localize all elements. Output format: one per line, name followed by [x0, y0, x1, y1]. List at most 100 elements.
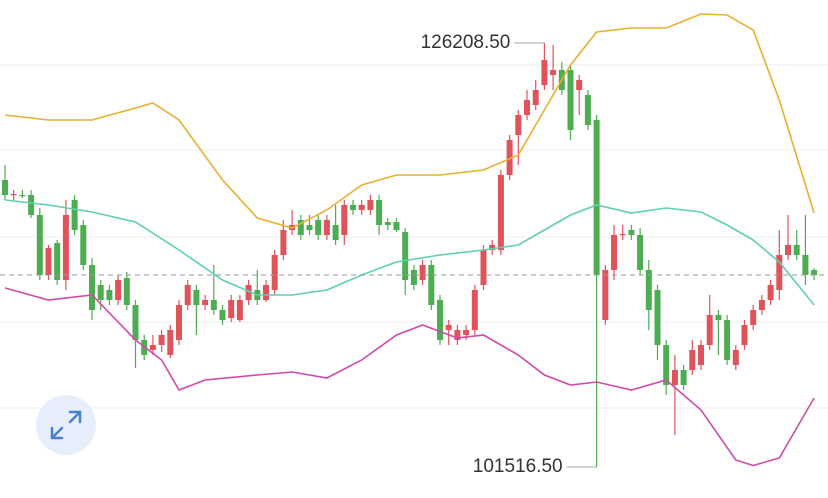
candle-body [428, 264, 435, 305]
candle-body [671, 369, 678, 385]
candle-body [123, 278, 130, 305]
candle-body [315, 219, 322, 235]
candle-body [689, 349, 696, 370]
candle-body [576, 79, 583, 91]
candle-body [410, 269, 417, 285]
candle-body [724, 319, 731, 360]
candle-body [193, 289, 200, 305]
candle-body [358, 204, 365, 210]
candle-body [715, 314, 722, 320]
candle-body [567, 70, 574, 130]
candle-body [350, 204, 356, 210]
candle-body [132, 304, 139, 340]
candle-body [384, 221, 391, 225]
candle-body [341, 204, 348, 235]
candle-body [149, 344, 156, 350]
candle-body [706, 314, 713, 345]
candle-body [419, 264, 426, 280]
candle-body [402, 232, 409, 280]
candle-body [445, 324, 452, 330]
candle-body [506, 140, 513, 175]
candle-body [497, 174, 504, 250]
candle-body [741, 324, 748, 345]
candle-body [28, 195, 35, 216]
candle-body [176, 304, 182, 340]
candle-body [611, 234, 617, 270]
candle-body [550, 70, 557, 75]
candle-body [471, 289, 478, 330]
candle-body [654, 289, 661, 345]
annotation-label: 126208.50 [421, 32, 511, 53]
candle-body [750, 309, 757, 325]
candle-body [280, 229, 287, 255]
candle-body [2, 179, 8, 196]
candle-body [19, 195, 26, 197]
candle-body [541, 59, 548, 85]
candle-body [532, 90, 539, 105]
candle-body [36, 215, 43, 275]
candle-body [184, 284, 191, 305]
candle-body [776, 254, 783, 290]
candle-body [80, 224, 87, 265]
candle-body [785, 244, 791, 255]
candle-body [663, 344, 670, 385]
candle-body [802, 254, 809, 275]
candle-body [210, 299, 217, 310]
expand-button[interactable] [36, 395, 96, 455]
candle-body [71, 199, 78, 230]
candle-body [767, 284, 774, 300]
candle-body [376, 199, 383, 225]
candle-body [480, 249, 487, 285]
candle-body [97, 284, 104, 300]
candle-body [489, 244, 496, 250]
candle-body [393, 221, 400, 230]
candle-body [54, 242, 61, 280]
candle-body [680, 369, 687, 385]
candle-body [524, 99, 530, 116]
band-line [4, 287, 815, 467]
candle-body [10, 194, 17, 196]
expand-button-bg[interactable] [36, 395, 96, 455]
candle-body [323, 219, 330, 235]
candle-body [732, 349, 739, 365]
candle-body [628, 229, 635, 235]
candle-body [602, 269, 609, 320]
candle-body [454, 329, 461, 340]
candle-body [584, 95, 591, 125]
candle-body [158, 334, 165, 345]
candle-body [236, 299, 243, 320]
candle-body [698, 344, 704, 365]
candle-body [297, 219, 304, 235]
candle-body [45, 248, 52, 275]
candle-body [463, 329, 470, 335]
candle-body [245, 284, 252, 300]
candle-body [637, 234, 644, 270]
candle-body [106, 289, 113, 300]
candle-body [367, 199, 374, 210]
candle-body [758, 299, 765, 310]
candle-body [167, 329, 174, 355]
band-line [4, 13, 815, 229]
annotation-label: 101516.50 [473, 456, 563, 477]
candle-body [593, 120, 600, 275]
candle-body [437, 299, 443, 340]
candle-body [62, 215, 69, 280]
candle-body [263, 284, 269, 300]
candle-body [645, 269, 652, 310]
candle-body [811, 269, 818, 275]
candle-body [202, 299, 209, 305]
candle-body [89, 264, 95, 310]
candle-body [332, 224, 339, 241]
candle-body [271, 254, 278, 290]
candle-body [228, 299, 235, 318]
candle-body [306, 224, 313, 230]
candle-body [219, 309, 226, 320]
candle-body [793, 244, 800, 255]
expand-icon[interactable] [50, 410, 82, 440]
candle-body [515, 115, 522, 135]
candle-body [619, 233, 626, 236]
candle-body [115, 279, 122, 300]
band-line [4, 199, 815, 306]
